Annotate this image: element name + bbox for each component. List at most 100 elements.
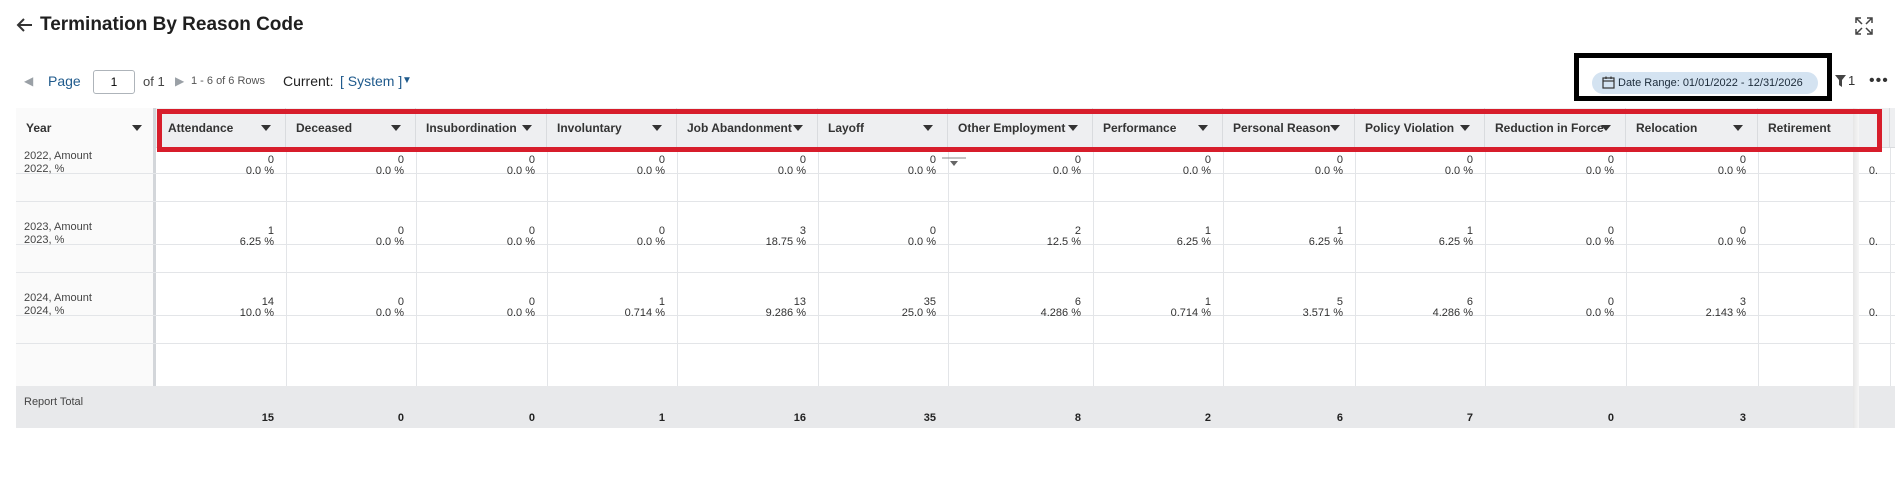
next-page-icon[interactable]: ▶ bbox=[175, 74, 185, 88]
table-cell: 0.0 % bbox=[375, 165, 404, 177]
chevron-down-icon[interactable] bbox=[1068, 125, 1078, 131]
column-header-label: Layoff bbox=[828, 121, 864, 135]
table-row: 2023, % 6.25 % 0.0 % 0.0 % 0.0 % 18.75 % 0.0 %… bbox=[16, 230, 1895, 273]
current-view-dropdown[interactable]: [ System ] bbox=[340, 73, 403, 89]
frozen-edge-shadow bbox=[1853, 108, 1859, 428]
table-row: 2022, % 0.0 % 0.0 % 0.0 % 0.0 % 0.0 % 0.0 % 0.0… bbox=[16, 159, 1895, 202]
page-number-input[interactable] bbox=[93, 70, 135, 94]
chevron-down-icon[interactable] bbox=[391, 125, 401, 131]
chevron-down-icon[interactable]: ▼ bbox=[402, 75, 412, 86]
column-divider bbox=[1485, 148, 1486, 386]
table-row: 2024, % 10.0 % 0.0 % 0.0 % 0.714 % 9.286 % 25.… bbox=[16, 301, 1895, 344]
chevron-down-icon[interactable] bbox=[1198, 125, 1208, 131]
table-cell: 0. bbox=[1868, 165, 1878, 177]
page-header: Termination By Reason Code bbox=[0, 0, 1895, 52]
table-cell: 0.0 % bbox=[1444, 165, 1473, 177]
chevron-down-icon[interactable] bbox=[652, 125, 662, 131]
page-title: Termination By Reason Code bbox=[40, 14, 304, 35]
column-header-personal-reason[interactable]: Personal Reason bbox=[1223, 108, 1355, 148]
total-cell: 3 bbox=[1739, 412, 1746, 424]
report-total-label: Report Total bbox=[24, 396, 84, 408]
table-cell: 0 bbox=[1739, 154, 1746, 166]
table-cell: 1 bbox=[1204, 225, 1211, 237]
table-cell: 6 bbox=[1466, 296, 1473, 308]
table-cell: 0.0 % bbox=[1052, 165, 1081, 177]
table-cell: 0 bbox=[658, 225, 665, 237]
chevron-down-icon[interactable] bbox=[1460, 125, 1470, 131]
report-total-row: Report Total 15 0 0 1 16 35 8 2 6 7 0 3 bbox=[16, 386, 1895, 428]
table-cell: 6 bbox=[1074, 296, 1081, 308]
column-drag-handle[interactable] bbox=[942, 157, 966, 167]
table-cell: 35 bbox=[923, 296, 936, 308]
column-header-job-abandonment[interactable]: Job Abandonment bbox=[677, 108, 818, 148]
column-header-year[interactable]: Year bbox=[16, 108, 156, 148]
calendar-icon bbox=[1602, 76, 1615, 89]
chevron-down-icon[interactable] bbox=[1601, 125, 1611, 131]
chevron-down-icon[interactable] bbox=[132, 125, 142, 131]
chevron-down-icon[interactable] bbox=[261, 125, 271, 131]
chevron-down-icon[interactable] bbox=[522, 125, 532, 131]
total-cell: 6 bbox=[1336, 412, 1343, 424]
table-cell: 0.0 % bbox=[1585, 307, 1614, 319]
table-row: 2022, Amount 0 0 0 0 0 0 0 0 0 0 0 0 bbox=[16, 146, 1895, 174]
table-cell: 14 bbox=[261, 296, 274, 308]
row-label: 2022, Amount bbox=[24, 150, 92, 162]
column-header-label: Relocation bbox=[1636, 121, 1698, 135]
chevron-down-icon[interactable] bbox=[1330, 125, 1340, 131]
column-header-label: Deceased bbox=[296, 121, 353, 135]
table-cell: 0.0 % bbox=[506, 165, 535, 177]
table-cell: 0 bbox=[1739, 225, 1746, 237]
table-cell: 0 bbox=[397, 154, 404, 166]
total-cell: 2 bbox=[1204, 412, 1211, 424]
table-cell: 0 bbox=[397, 225, 404, 237]
column-header-reduction-in-force[interactable]: Reduction in Force bbox=[1485, 108, 1626, 148]
more-options-icon[interactable]: ••• bbox=[1869, 72, 1889, 89]
table-cell: 0 bbox=[799, 154, 806, 166]
table-cell: 0.0 % bbox=[1717, 236, 1746, 248]
table-cell: 0 bbox=[1204, 154, 1211, 166]
back-arrow-icon[interactable] bbox=[14, 14, 36, 36]
table-cell: 0 bbox=[929, 154, 936, 166]
column-divider bbox=[948, 148, 949, 386]
column-header-deceased[interactable]: Deceased bbox=[286, 108, 416, 148]
year-column bbox=[16, 108, 156, 428]
column-header-layoff[interactable]: Layoff bbox=[818, 108, 948, 148]
date-range-highlight bbox=[1574, 53, 1832, 101]
column-header-label: Reduction in Force bbox=[1495, 121, 1604, 135]
prev-page-icon[interactable]: ◀ bbox=[24, 74, 34, 88]
table-cell: 0 bbox=[267, 154, 274, 166]
total-cell: 8 bbox=[1074, 412, 1081, 424]
table-cell: 4.286 % bbox=[1432, 307, 1473, 319]
column-divider bbox=[818, 148, 819, 386]
table-cell: 0.714 % bbox=[624, 307, 665, 319]
column-divider bbox=[1626, 148, 1627, 386]
date-range-pill[interactable]: Date Range: 01/01/2022 - 12/31/2026 bbox=[1592, 72, 1818, 94]
table-cell: 0.0 % bbox=[1314, 165, 1343, 177]
column-divider bbox=[677, 148, 678, 386]
expand-icon[interactable] bbox=[1853, 15, 1875, 37]
table-cell: 0.0 % bbox=[1585, 165, 1614, 177]
column-header-relocation[interactable]: Relocation bbox=[1626, 108, 1758, 148]
filter-icon[interactable] bbox=[1834, 74, 1847, 88]
column-header-retirement[interactable]: Retirement bbox=[1758, 108, 1890, 148]
table-cell: 18.75 % bbox=[765, 236, 806, 248]
column-header-label: Insubordination bbox=[426, 121, 517, 135]
column-header-policy-violation[interactable]: Policy Violation bbox=[1355, 108, 1485, 148]
chevron-down-icon[interactable] bbox=[923, 125, 933, 131]
column-header-insubordination[interactable]: Insubordination bbox=[416, 108, 547, 148]
table-cell: 0.0 % bbox=[506, 236, 535, 248]
column-divider bbox=[1890, 148, 1891, 386]
table-row: 2023, Amount 1 0 0 0 3 0 2 1 1 1 0 0 bbox=[16, 217, 1895, 245]
chevron-down-icon[interactable] bbox=[793, 125, 803, 131]
column-header-other-employment[interactable]: Other Employment bbox=[948, 108, 1093, 148]
table-row: 2024, Amount 14 0 0 1 13 35 6 1 5 6 0 3 bbox=[16, 288, 1895, 316]
chevron-down-icon[interactable] bbox=[1733, 125, 1743, 131]
column-header-performance[interactable]: Performance bbox=[1093, 108, 1223, 148]
table-cell: 1 bbox=[267, 225, 274, 237]
table-cell: 0 bbox=[1607, 225, 1614, 237]
column-header-attendance[interactable]: Attendance bbox=[158, 108, 286, 148]
table-cell: 1 bbox=[658, 296, 665, 308]
column-header-involuntary[interactable]: Involuntary bbox=[547, 108, 677, 148]
table-cell: 0.0 % bbox=[636, 236, 665, 248]
table-cell: 0 bbox=[929, 225, 936, 237]
